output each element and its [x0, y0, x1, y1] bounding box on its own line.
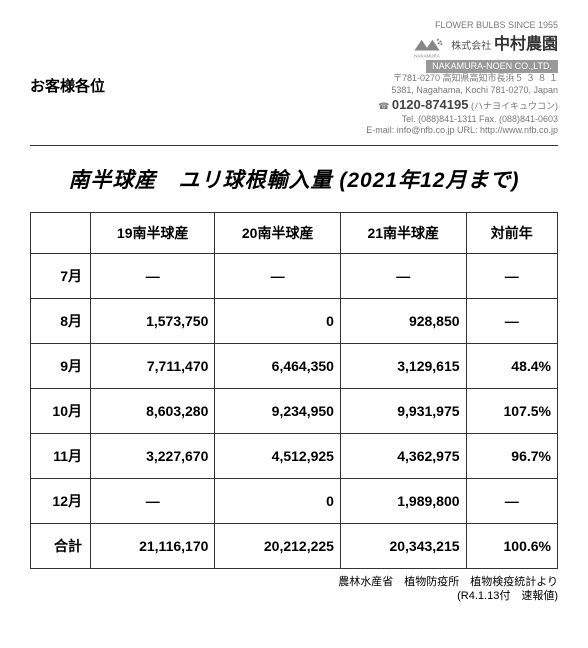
tel-fax: Tel. (088)841-1311 Fax. (088)841-0603	[366, 114, 558, 126]
cell-value: —	[91, 254, 215, 299]
cell-value: 20,343,215	[340, 524, 466, 569]
svg-text:NAKAMURA: NAKAMURA	[414, 53, 440, 58]
cell-value: 1,573,750	[91, 299, 215, 344]
table-row: 10月 8,603,280 9,234,950 9,931,975 107.5%	[31, 389, 558, 434]
company-prefix: 株式会社	[451, 41, 491, 52]
cell-value: 8,603,280	[91, 389, 215, 434]
col-2021: 21南半球産	[340, 213, 466, 254]
table-row: 9月 7,711,470 6,464,350 3,129,615 48.4%	[31, 344, 558, 389]
table-row-total: 合計 21,116,170 20,212,225 20,343,215 100.…	[31, 524, 558, 569]
table-row: 11月 3,227,670 4,512,925 4,362,975 96.7%	[31, 434, 558, 479]
cell-value: 6,464,350	[215, 344, 341, 389]
table-row: 8月 1,573,750 0 928,850 —	[31, 299, 558, 344]
table-row: 7月 — — — —	[31, 254, 558, 299]
cell-month: 合計	[31, 524, 91, 569]
cell-month: 10月	[31, 389, 91, 434]
cell-value: 20,212,225	[215, 524, 341, 569]
cell-yoy: 48.4%	[466, 344, 557, 389]
cell-value: —	[340, 254, 466, 299]
page-title: 南半球産 ユリ球根輸入量 (2021年12月まで)	[30, 164, 558, 194]
cell-month: 9月	[31, 344, 91, 389]
company-name: 中村農園	[494, 36, 558, 53]
cell-value: 21,116,170	[91, 524, 215, 569]
cell-value: —	[215, 254, 341, 299]
phone-kana: (ハナヨイキュウコン)	[471, 101, 558, 111]
cell-value: —	[91, 479, 215, 524]
cell-value: 0	[215, 479, 341, 524]
cell-value: 3,129,615	[340, 344, 466, 389]
cell-month: 12月	[31, 479, 91, 524]
email-url: E-mail: info@nfb.co.jp URL: http://www.n…	[366, 125, 558, 137]
col-month	[31, 213, 91, 254]
cell-value: 9,931,975	[340, 389, 466, 434]
import-table: 19南半球産 20南半球産 21南半球産 対前年 7月 — — — — 8月 1…	[30, 212, 558, 569]
table-row: 12月 — 0 1,989,800 —	[31, 479, 558, 524]
cell-value: 7,711,470	[91, 344, 215, 389]
col-yoy: 対前年	[466, 213, 557, 254]
table-header-row: 19南半球産 20南半球産 21南半球産 対前年	[31, 213, 558, 254]
cell-month: 8月	[31, 299, 91, 344]
greeting: お客様各位	[30, 20, 105, 96]
cell-value: 4,512,925	[215, 434, 341, 479]
company-block: FLOWER BULBS SINCE 1955 NAKAMURA 株式会社 中村…	[366, 20, 558, 137]
col-2019: 19南半球産	[91, 213, 215, 254]
cell-value: 0	[215, 299, 341, 344]
phone: 0120-874195	[392, 97, 469, 112]
cell-month: 7月	[31, 254, 91, 299]
cell-month: 11月	[31, 434, 91, 479]
footnote-line1: 農林水産省 植物防疫所 植物検疫統計より	[30, 575, 558, 589]
col-2020: 20南半球産	[215, 213, 341, 254]
address-en: 5381, Nagahama, Kochi 781-0270, Japan	[366, 85, 558, 97]
cell-value: 4,362,975	[340, 434, 466, 479]
address-jp: 〒781-0270 高知県高知市長浜５ ３ ８ １	[366, 73, 558, 85]
footnote: 農林水産省 植物防疫所 植物検疫統計より (R4.1.13付 速報値)	[30, 575, 558, 604]
cell-value: 928,850	[340, 299, 466, 344]
cell-yoy: 100.6%	[466, 524, 557, 569]
footnote-line2: (R4.1.13付 速報値)	[30, 589, 558, 603]
company-logo-icon: NAKAMURA	[409, 32, 445, 60]
cell-value: 3,227,670	[91, 434, 215, 479]
cell-value: 1,989,800	[340, 479, 466, 524]
cell-value: 9,234,950	[215, 389, 341, 434]
tagline: FLOWER BULBS SINCE 1955	[366, 20, 558, 32]
header-divider	[30, 145, 558, 146]
cell-yoy: —	[466, 299, 557, 344]
phone-icon: ☎	[378, 101, 389, 111]
cell-yoy: 107.5%	[466, 389, 557, 434]
cell-yoy: 96.7%	[466, 434, 557, 479]
document-header: お客様各位 FLOWER BULBS SINCE 1955 NAKAMURA 株…	[30, 20, 558, 137]
cell-yoy: —	[466, 254, 557, 299]
company-en: NAKAMURA-NOEN CO.,LTD.	[426, 60, 558, 74]
cell-yoy: —	[466, 479, 557, 524]
